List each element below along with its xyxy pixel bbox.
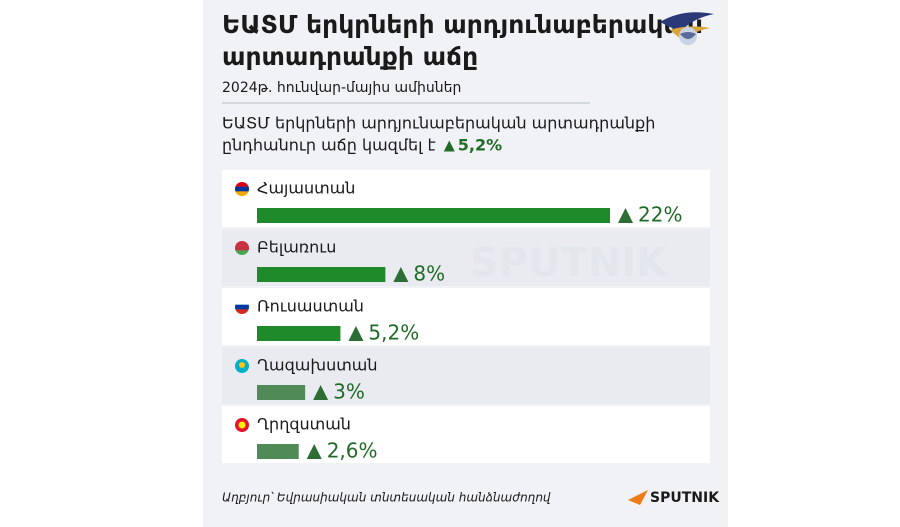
bar <box>257 444 299 459</box>
category-label: Ղրղզստան <box>257 415 351 434</box>
logo-mark <box>628 490 648 505</box>
note-value: 5,2% <box>458 136 502 155</box>
note-line: ընդհանուր աճը կազմել է <box>222 136 436 155</box>
eaeu-emblem <box>660 12 714 45</box>
up-arrow <box>618 208 633 223</box>
flag-stripe <box>235 309 249 314</box>
flag-stripe <box>235 368 249 373</box>
value-label: 22% <box>638 203 682 227</box>
flag-stripe <box>235 250 249 255</box>
category-label: Ղազախստան <box>257 356 378 375</box>
flag-stripe <box>235 427 249 432</box>
flag <box>235 182 249 196</box>
logo: SPUTNIK <box>650 490 720 506</box>
flag-stripe <box>235 182 249 187</box>
value-label: 2,6% <box>327 439 378 463</box>
category-label: Ռուսաստան <box>257 297 364 316</box>
up-arrow <box>313 385 329 400</box>
bar <box>257 267 386 282</box>
up-arrow <box>348 326 364 341</box>
watermark: SPUTNIK <box>470 240 669 286</box>
flag-stripe <box>235 191 249 196</box>
flag-stripe <box>235 304 249 310</box>
flag-sun <box>238 421 246 429</box>
flag-stripe <box>235 418 249 423</box>
value-label: 5,2% <box>368 321 419 345</box>
bar <box>257 385 306 400</box>
flag-stripe <box>235 245 249 251</box>
flag <box>235 241 249 255</box>
flag-stripe <box>235 241 249 246</box>
up-arrow <box>306 444 322 459</box>
flag-stripe <box>235 359 249 364</box>
subtitle: 2024թ. հունվար-մայիս ամիսներ <box>222 80 461 96</box>
note-line: ԵԱՏՄ երկրների արդյունաբերական արտադրանքի <box>222 114 655 133</box>
bar <box>257 208 610 223</box>
value-label: 3% <box>333 380 365 404</box>
flag <box>235 359 249 373</box>
flag-stripe <box>235 300 249 305</box>
flag-sun <box>239 362 245 368</box>
category-label: Հայաստան <box>257 179 355 198</box>
row <box>222 406 710 463</box>
up-arrow <box>443 140 455 152</box>
title-line: արտադրանքի աճը <box>222 42 478 71</box>
flag <box>235 300 249 314</box>
source: Աղբյուր՝ Եվրասիական տնտեսական հանձնաժողո… <box>222 491 551 505</box>
title-line: ԵԱՏՄ երկրների արդյունաբերական <box>222 10 703 39</box>
category-label: Բելառուս <box>257 238 336 257</box>
bar <box>257 326 341 341</box>
value-label: 8% <box>413 262 445 286</box>
flag-stripe <box>235 186 249 192</box>
flag <box>235 418 249 432</box>
up-arrow <box>393 267 409 282</box>
